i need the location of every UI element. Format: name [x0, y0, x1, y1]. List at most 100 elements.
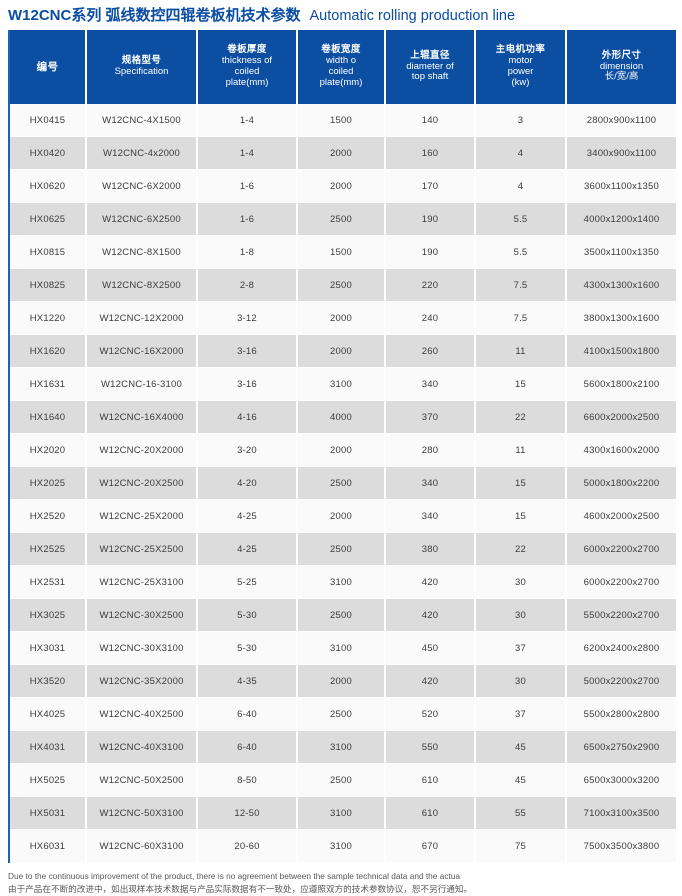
table-row: HX4031 W12CNC-40X3100 6-40 3100 550 45 6500x27… — [10, 730, 676, 764]
table-row: HX0815 W12CNC-8X1500 1-8 1500 190 5.5 3500x110… — [10, 235, 676, 269]
cell-top-shaft: 160 — [385, 136, 476, 170]
column-header-dimension-cn: 外形尺寸 — [601, 49, 642, 61]
cell-dimension: 5000x2200x2700 — [566, 664, 676, 698]
column-header-top-shaft: 上辊直径 diameter of top shaft — [385, 30, 476, 104]
cell-specification: W12CNC-16-3100 — [86, 367, 198, 401]
cell-top-shaft: 260 — [385, 334, 476, 368]
cell-specification: W12CNC-20X2500 — [86, 466, 198, 500]
cell-thickness: 3-12 — [197, 301, 298, 335]
header-row: 编号 规格型号 Specification 卷板厚度 thickness of … — [10, 30, 676, 104]
cell-top-shaft: 450 — [385, 631, 476, 665]
cell-thickness: 2-8 — [197, 268, 298, 302]
table-row: HX3031 W12CNC-30X3100 5-30 3100 450 37 6200x24… — [10, 631, 676, 665]
table-row: HX0420 W12CNC-4x2000 1-4 2000 160 4 3400x900x1… — [10, 136, 676, 170]
cell-code: HX0825 — [10, 268, 87, 302]
cell-motor-power: 5.5 — [475, 235, 567, 269]
cell-dimension: 3600x1100x1350 — [566, 169, 676, 203]
table-row: HX2020 W12CNC-20X2000 3-20 2000 280 11 4300x16… — [10, 433, 676, 467]
table-row: HX6031 W12CNC-60X3100 20-60 3100 670 75 7500x3… — [10, 829, 676, 863]
cell-thickness: 12-50 — [197, 796, 298, 830]
cell-code: HX0815 — [10, 235, 87, 269]
cell-code: HX4025 — [10, 697, 87, 731]
cell-width: 2000 — [297, 433, 386, 467]
cell-specification: W12CNC-40X3100 — [86, 730, 198, 764]
cell-width: 2000 — [297, 664, 386, 698]
cell-top-shaft: 240 — [385, 301, 476, 335]
cell-thickness: 4-16 — [197, 400, 298, 434]
table-row: HX1620 W12CNC-16X2000 3-16 2000 260 11 4100x15… — [10, 334, 676, 368]
cell-top-shaft: 190 — [385, 202, 476, 236]
cell-top-shaft: 420 — [385, 598, 476, 632]
cell-specification: W12CNC-4X1500 — [86, 104, 198, 137]
cell-top-shaft: 550 — [385, 730, 476, 764]
cell-thickness: 20-60 — [197, 829, 298, 863]
cell-dimension: 4300x1600x2000 — [566, 433, 676, 467]
column-header-motor-power: 主电机功率 motor power (kw) — [475, 30, 567, 104]
page-title: W12CNC系列 弧线数控四辊卷板机技术参数 Automatic rolling … — [0, 0, 682, 30]
cell-code: HX0620 — [10, 169, 87, 203]
cell-dimension: 6500x2750x2900 — [566, 730, 676, 764]
table-body: HX0415 W12CNC-4X1500 1-4 1500 140 3 2800x900x1… — [10, 104, 676, 863]
cell-motor-power: 30 — [475, 598, 567, 632]
cell-motor-power: 30 — [475, 565, 567, 599]
cell-specification: W12CNC-4x2000 — [86, 136, 198, 170]
cell-thickness: 4-20 — [197, 466, 298, 500]
cell-top-shaft: 340 — [385, 367, 476, 401]
table-row: HX0625 W12CNC-6X2500 1-6 2500 190 5.5 4000x120… — [10, 202, 676, 236]
cell-code: HX3031 — [10, 631, 87, 665]
cell-motor-power: 22 — [475, 532, 567, 566]
cell-top-shaft: 220 — [385, 268, 476, 302]
cell-code: HX1620 — [10, 334, 87, 368]
cell-specification: W12CNC-30X2500 — [86, 598, 198, 632]
cell-code: HX1640 — [10, 400, 87, 434]
cell-specification: W12CNC-50X2500 — [86, 763, 198, 797]
cell-top-shaft: 190 — [385, 235, 476, 269]
cell-motor-power: 4 — [475, 136, 567, 170]
cell-dimension: 4300x1300x1600 — [566, 268, 676, 302]
cell-width: 3100 — [297, 631, 386, 665]
cell-dimension: 5000x1800x2200 — [566, 466, 676, 500]
column-header-dimension-en: dimension 长/宽/高 — [599, 60, 644, 83]
table-row: HX1220 W12CNC-12X2000 3-12 2000 240 7.5 3800x1… — [10, 301, 676, 335]
cell-top-shaft: 140 — [385, 104, 476, 137]
column-header-thickness: 卷板厚度 thickness of coiled plate(mm) — [197, 30, 298, 104]
cell-dimension: 4600x2000x2500 — [566, 499, 676, 533]
cell-specification: W12CNC-8X1500 — [86, 235, 198, 269]
cell-thickness: 6-40 — [197, 730, 298, 764]
cell-thickness: 1-4 — [197, 136, 298, 170]
cell-width: 2000 — [297, 136, 386, 170]
cell-specification: W12CNC-6X2500 — [86, 202, 198, 236]
cell-code: HX5031 — [10, 796, 87, 830]
column-header-code: 编号 — [10, 30, 87, 104]
cell-thickness: 6-40 — [197, 697, 298, 731]
cell-width: 2500 — [297, 763, 386, 797]
cell-specification: W12CNC-40X2500 — [86, 697, 198, 731]
cell-motor-power: 15 — [475, 466, 567, 500]
cell-width: 1500 — [297, 104, 386, 137]
table-row: HX0415 W12CNC-4X1500 1-4 1500 140 3 2800x900x1… — [10, 104, 676, 137]
cell-width: 3100 — [297, 730, 386, 764]
cell-code: HX0625 — [10, 202, 87, 236]
cell-width: 3100 — [297, 565, 386, 599]
column-header-motor-power-cn: 主电机功率 — [495, 44, 546, 56]
cell-width: 3100 — [297, 367, 386, 401]
cell-top-shaft: 370 — [385, 400, 476, 434]
cell-dimension: 7100x3100x3500 — [566, 796, 676, 830]
cell-thickness: 3-16 — [197, 334, 298, 368]
table-row: HX5031 W12CNC-50X3100 12-50 3100 610 55 7100x3… — [10, 796, 676, 830]
cell-width: 2500 — [297, 532, 386, 566]
cell-thickness: 5-30 — [197, 598, 298, 632]
cell-dimension: 5500x2800x2800 — [566, 697, 676, 731]
cell-top-shaft: 380 — [385, 532, 476, 566]
cell-specification: W12CNC-8X2500 — [86, 268, 198, 302]
table-row: HX3025 W12CNC-30X2500 5-30 2500 420 30 5500x22… — [10, 598, 676, 632]
cell-thickness: 3-20 — [197, 433, 298, 467]
column-header-motor-power-en: motor power (kw) — [507, 55, 534, 88]
column-header-code-cn: 编号 — [36, 60, 59, 73]
cell-code: HX0415 — [10, 104, 87, 137]
cell-dimension: 2800x900x1100 — [566, 104, 676, 137]
cell-motor-power: 15 — [475, 367, 567, 401]
cell-motor-power: 7.5 — [475, 301, 567, 335]
cell-thickness: 1-6 — [197, 169, 298, 203]
